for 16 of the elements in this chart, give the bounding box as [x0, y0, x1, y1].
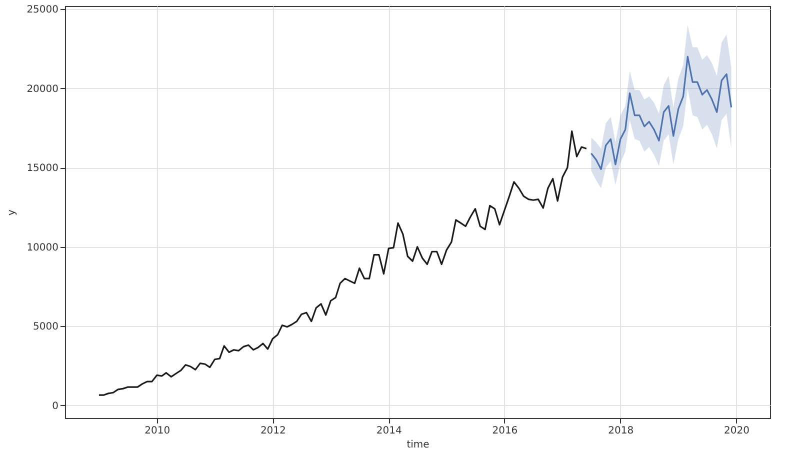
y-axis-title: y — [6, 209, 18, 216]
x-tick-label: 2016 — [492, 426, 518, 436]
y-tick-label: 10000 — [26, 242, 58, 254]
x-tick-label: 2020 — [724, 426, 750, 436]
x-axis-title: time — [406, 440, 430, 450]
y-tick-label: 5000 — [33, 322, 58, 333]
y-tick-label: 25000 — [26, 4, 58, 16]
y-tick-label: 15000 — [26, 163, 58, 174]
line-series — [98, 130, 588, 396]
x-tick-label: 2018 — [608, 426, 634, 436]
y-tick-label: 0 — [52, 400, 58, 412]
x-tick-label: 2010 — [144, 426, 170, 436]
x-tick-label: 2014 — [376, 426, 402, 436]
x-tick-label: 2012 — [260, 426, 286, 436]
line-series — [590, 56, 732, 170]
y-tick-label: 20000 — [26, 84, 58, 95]
